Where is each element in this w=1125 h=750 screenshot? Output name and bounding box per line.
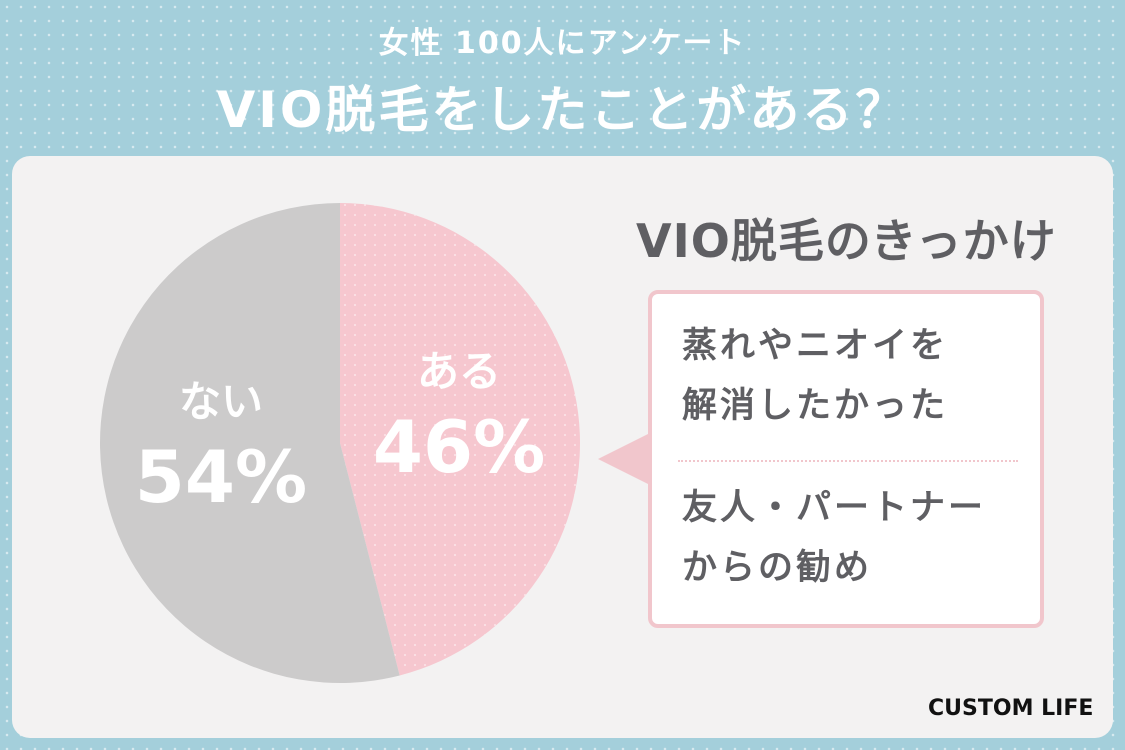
pie-value-label-yes: 46% (373, 405, 545, 489)
reasons-title: VIO脱毛のきっかけ (636, 214, 1057, 268)
reason-1-line-1: 蒸れやニオイを (682, 326, 949, 366)
reason-1-line-2: 解消したかった (682, 386, 949, 426)
pie-label-no: ない (179, 377, 263, 426)
reason-item-2: 友人・パートナー からの勧め (682, 478, 1022, 598)
brand-logo: CUSTOM LIFE (928, 696, 1094, 721)
reason-2-line-2: からの勧め (682, 548, 873, 588)
reason-item-1: 蒸れやニオイを 解消したかった (682, 316, 1022, 436)
survey-subtitle: 女性 100人にアンケート (378, 26, 747, 61)
callout-pointer (598, 433, 650, 485)
page-title: VIO脱毛をしたことがある？ (216, 81, 909, 139)
pie-value-label-no: 54% (135, 435, 307, 519)
reason-divider (678, 460, 1018, 462)
pie-label-yes: ある (417, 347, 501, 396)
reasons-box: 蒸れやニオイを 解消したかった 友人・パートナー からの勧め (648, 290, 1044, 628)
pie-slice-yes-texture (340, 203, 581, 676)
reason-2-line-1: 友人・パートナー (682, 488, 987, 528)
pie-slice-no (100, 203, 400, 683)
